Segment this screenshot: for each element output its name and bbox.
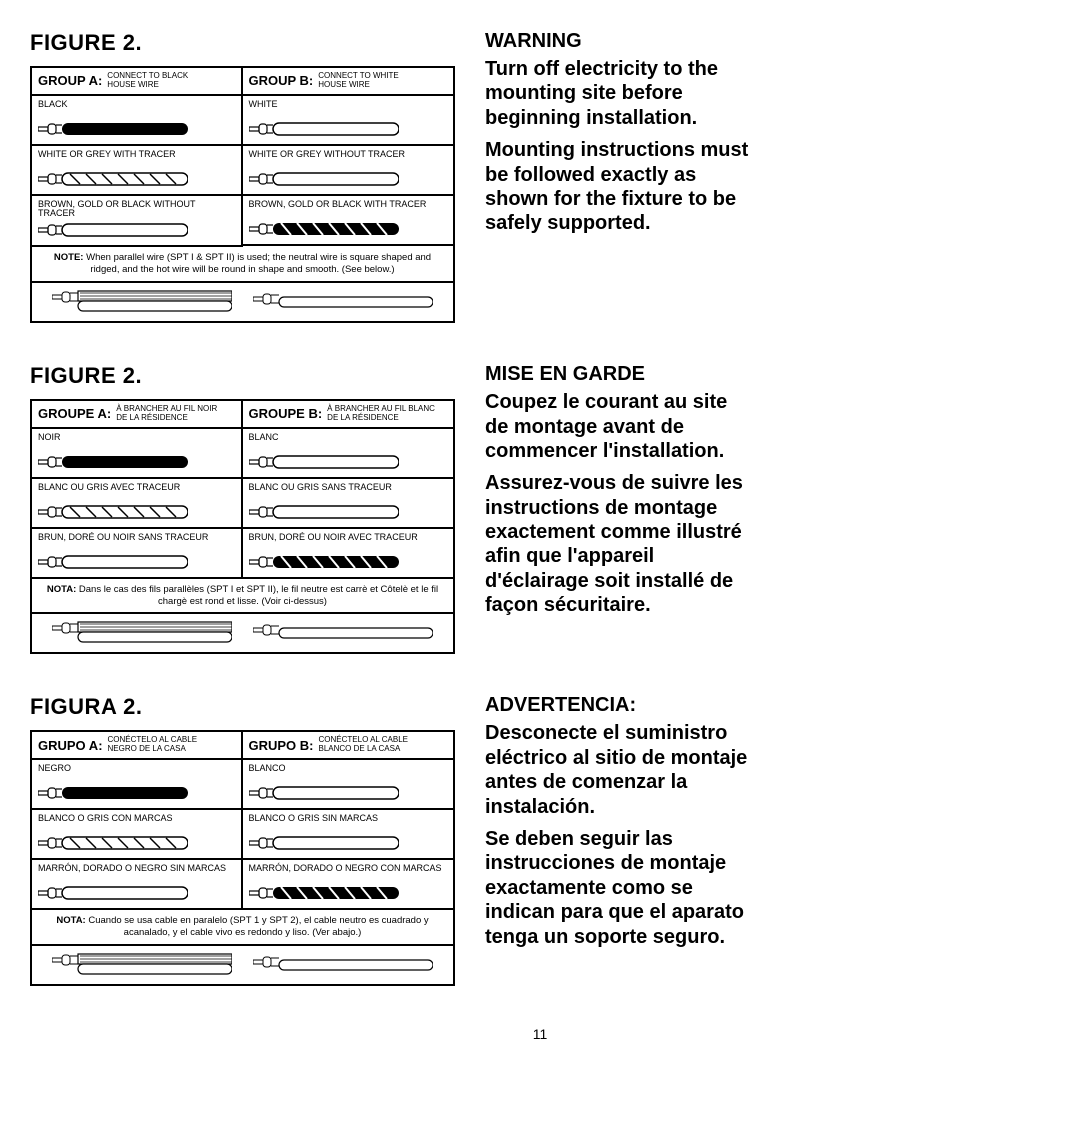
warning-title: MISE EN GARDE bbox=[485, 363, 755, 386]
parallel-wires bbox=[32, 283, 453, 321]
wire-label: BLANCO bbox=[249, 764, 448, 782]
wire-cell: NOIR bbox=[32, 429, 241, 479]
warning-p1: Desconecte el suministro eléctrico al si… bbox=[485, 721, 755, 819]
wire-label: NOIR bbox=[38, 433, 235, 451]
wire-label: WHITE OR GREY WITH TRACER bbox=[38, 150, 235, 168]
group-b-header: GROUPE B: À BRANCHER AU FIL BLANCDE LA R… bbox=[243, 401, 454, 429]
group-b-header: GRUPO B: CONÉCTELO AL CABLEBLANCO DE LA … bbox=[243, 732, 454, 760]
wire-cell: WHITE OR GREY WITH TRACER bbox=[32, 146, 241, 196]
wire-label: BLACK bbox=[38, 100, 235, 118]
warning-p1: Coupez le courant au site de montage ava… bbox=[485, 390, 755, 463]
wire-label: BLANC OU GRIS SANS TRACEUR bbox=[249, 483, 448, 501]
wire-cell: BLANC OU GRIS AVEC TRACEUR bbox=[32, 479, 241, 529]
wire-label: MARRÓN, DORADO O NEGRO SIN MARCAS bbox=[38, 864, 235, 882]
wire-cell: BLANCO O GRIS CON MARCAS bbox=[32, 810, 241, 860]
warning-p2: Assurez-vous de suivre les instructions … bbox=[485, 471, 755, 617]
wire-cell: BRUN, DORÉ OU NOIR AVEC TRACEUR bbox=[243, 529, 454, 579]
note-row: NOTE: When parallel wire (SPT I & SPT II… bbox=[32, 247, 453, 283]
figure-title: FIGURE 2. bbox=[30, 363, 455, 389]
wire-cell: NEGRO bbox=[32, 760, 241, 810]
wire-label: BLANCO O GRIS CON MARCAS bbox=[38, 814, 235, 832]
wire-label: BLANCO O GRIS SIN MARCAS bbox=[249, 814, 448, 832]
wire-cell: BLACK bbox=[32, 96, 241, 146]
wire-label: BLANC OU GRIS AVEC TRACEUR bbox=[38, 483, 235, 501]
section-row: FIGURE 2. GROUPE A: À BRANCHER AU FIL NO… bbox=[30, 363, 1050, 654]
wire-cell: BLANC OU GRIS SANS TRACEUR bbox=[243, 479, 454, 529]
wire-label: WHITE bbox=[249, 100, 448, 118]
wire-cell: BLANC bbox=[243, 429, 454, 479]
wire-label: BROWN, GOLD OR BLACK WITH TRACER bbox=[249, 200, 448, 218]
wire-cell: WHITE OR GREY WITHOUT TRACER bbox=[243, 146, 454, 196]
warning-p2: Mounting instructions must be followed e… bbox=[485, 138, 755, 236]
wire-label: BLANC bbox=[249, 433, 448, 451]
warning-title: WARNING bbox=[485, 30, 755, 53]
group-a-header: GRUPO A: CONÉCTELO AL CABLENEGRO DE LA C… bbox=[32, 732, 243, 760]
wire-cell: BROWN, GOLD OR BLACK WITH TRACER bbox=[243, 196, 454, 246]
parallel-wires bbox=[32, 614, 453, 652]
wire-label: MARRÓN, DORADO O NEGRO CON MARCAS bbox=[249, 864, 448, 882]
wire-cell: BRUN, DORÉ OU NOIR SANS TRACEUR bbox=[32, 529, 241, 579]
wire-cell: WHITE bbox=[243, 96, 454, 146]
section-row: FIGURE 2. GROUP A: CONNECT TO BLACKHOUSE… bbox=[30, 30, 1050, 323]
section-row: FIGURA 2. GRUPO A: CONÉCTELO AL CABLENEG… bbox=[30, 694, 1050, 985]
wire-label: BRUN, DORÉ OU NOIR AVEC TRACEUR bbox=[249, 533, 448, 551]
group-a-header: GROUPE A: À BRANCHER AU FIL NOIRDE LA RÉ… bbox=[32, 401, 243, 429]
warning-title: ADVERTENCIA: bbox=[485, 694, 755, 717]
warning-p2: Se deben seguir las instrucciones de mon… bbox=[485, 827, 755, 949]
figure-title: FIGURE 2. bbox=[30, 30, 455, 56]
group-b-header: GROUP B: CONNECT TO WHITEHOUSE WIRE bbox=[243, 68, 454, 96]
wire-cell: MARRÓN, DORADO O NEGRO CON MARCAS bbox=[243, 860, 454, 910]
wire-cell: BLANCO O GRIS SIN MARCAS bbox=[243, 810, 454, 860]
note-row: NOTA: Cuando se usa cable en paralelo (S… bbox=[32, 910, 453, 946]
wire-cell: MARRÓN, DORADO O NEGRO SIN MARCAS bbox=[32, 860, 241, 910]
wire-table: GROUP A: CONNECT TO BLACKHOUSE WIRE GROU… bbox=[30, 66, 455, 323]
wire-label: WHITE OR GREY WITHOUT TRACER bbox=[249, 150, 448, 168]
wire-cell: BLANCO bbox=[243, 760, 454, 810]
wire-label: BROWN, GOLD OR BLACK WITHOUT TRACER bbox=[38, 200, 235, 220]
wire-cell: BROWN, GOLD OR BLACK WITHOUT TRACER bbox=[32, 196, 241, 248]
warning-p1: Turn off electricity to the mounting sit… bbox=[485, 57, 755, 130]
page-number: 11 bbox=[30, 1026, 1050, 1042]
parallel-wires bbox=[32, 946, 453, 984]
group-a-header: GROUP A: CONNECT TO BLACKHOUSE WIRE bbox=[32, 68, 243, 96]
wire-label: BRUN, DORÉ OU NOIR SANS TRACEUR bbox=[38, 533, 235, 551]
note-row: NOTA: Dans le cas des fils parallèles (S… bbox=[32, 579, 453, 615]
wire-table: GROUPE A: À BRANCHER AU FIL NOIRDE LA RÉ… bbox=[30, 399, 455, 654]
wire-label: NEGRO bbox=[38, 764, 235, 782]
wire-table: GRUPO A: CONÉCTELO AL CABLENEGRO DE LA C… bbox=[30, 730, 455, 985]
figure-title: FIGURA 2. bbox=[30, 694, 455, 720]
